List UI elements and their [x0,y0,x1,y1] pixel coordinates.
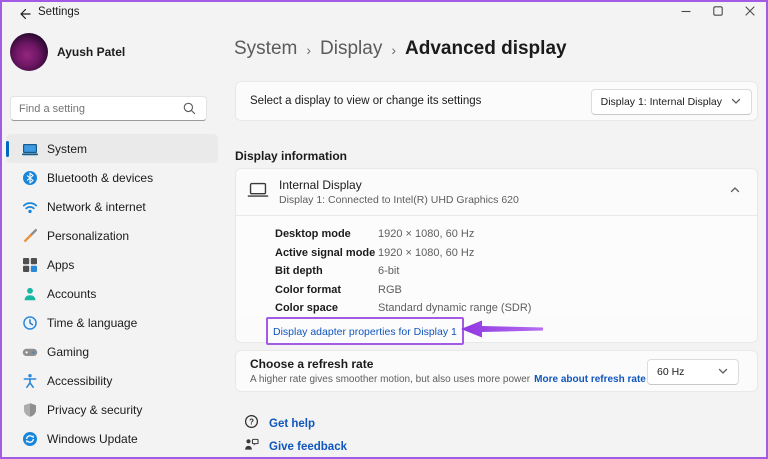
detail-row-color-format: Color format RGB [275,283,402,296]
breadcrumb-separator: › [306,42,312,58]
get-help-link[interactable]: Get help [269,418,316,430]
breadcrumb-separator: › [391,42,397,58]
feedback-icon [244,437,259,457]
help-icon: ? [244,414,259,434]
give-feedback-link[interactable]: Give feedback [269,441,347,453]
display-details: Desktop mode 1920 × 1080, 60 Hz Active s… [236,216,757,318]
sidebar-item-apps[interactable]: Apps [6,250,218,279]
minimize-icon [679,4,693,23]
breadcrumb-display[interactable]: Display [320,38,383,59]
sidebar-item-system[interactable]: System [6,134,218,163]
time-icon [22,315,38,331]
back-button[interactable] [14,5,34,23]
accounts-icon [22,286,38,302]
back-arrow-icon [16,6,32,22]
display-select-dropdown[interactable]: Display 1: Internal Display [590,89,752,115]
sidebar-item-accessibility[interactable]: Accessibility [6,366,218,395]
annotation-highlight-box: Display adapter properties for Display 1 [266,317,464,345]
bluetooth-icon [22,170,38,186]
annotation-arrow-icon [461,318,546,345]
maximize-button[interactable] [702,2,734,24]
page-title: Advanced display [405,38,567,59]
refresh-rate-value: 60 Hz [657,366,685,378]
personalization-icon [22,228,38,244]
refresh-rate-card: Choose a refresh rate A higher rate give… [235,350,758,392]
sidebar-item-gaming[interactable]: Gaming [6,337,218,366]
privacy-shield-icon [22,402,38,418]
sidebar-item-bluetooth-devices[interactable]: Bluetooth & devices [6,163,218,192]
sidebar-item-label: Accessibility [47,373,113,388]
detail-row-active-signal-mode: Active signal mode 1920 × 1080, 60 Hz [275,246,475,259]
display-adapter-properties-link[interactable]: Display adapter properties for Display 1 [273,326,457,338]
sidebar-item-label: Personalization [47,228,130,243]
sidebar-item-time-language[interactable]: Time & language [6,308,218,337]
display-description: Display 1: Connected to Intel(R) UHD Gra… [279,194,519,206]
detail-row-color-space: Color space Standard dynamic range (SDR) [275,302,532,315]
chevron-down-icon [730,95,742,110]
chevron-up-icon[interactable] [729,183,741,201]
select-display-label: Select a display to view or change its s… [250,95,482,107]
close-icon [743,4,757,23]
display-information-card: Internal Display Display 1: Connected to… [235,168,758,345]
display-select-value: Display 1: Internal Display [600,96,722,108]
monitor-icon [247,182,269,203]
refresh-rate-description: A higher rate gives smoother motion, but… [250,374,646,385]
display-name: Internal Display [279,178,362,192]
get-help-row: ? Get help [244,414,315,434]
maximize-icon [711,4,725,23]
search-box[interactable] [10,96,207,121]
sidebar-item-accounts[interactable]: Accounts [6,279,218,308]
detail-row-desktop-mode: Desktop mode 1920 × 1080, 60 Hz [275,228,475,241]
minimize-button[interactable] [670,2,702,24]
update-icon [22,431,38,447]
sidebar-item-label: Bluetooth & devices [47,170,154,185]
refresh-rate-dropdown[interactable]: 60 Hz [647,359,739,385]
sidebar-item-label: Windows Update [47,431,138,446]
sidebar-item-label: Network & internet [47,199,146,214]
gaming-icon [22,344,38,360]
breadcrumb: System › Display › Advanced display [234,38,567,60]
sidebar-item-label: Gaming [47,344,90,359]
chevron-down-icon [717,365,729,380]
internal-display-expander[interactable]: Internal Display Display 1: Connected to… [236,169,757,216]
app-title: Settings [38,6,80,18]
more-about-refresh-rate-link[interactable]: More about refresh rate [534,374,646,385]
system-icon [22,141,38,157]
sidebar-item-label: Apps [47,257,75,272]
sidebar-nav: System Bluetooth & devices Network & int… [6,134,218,453]
sidebar-item-label: System [47,141,88,156]
accessibility-icon [22,373,38,389]
search-input[interactable] [19,102,182,115]
sidebar-item-network-internet[interactable]: Network & internet [6,192,218,221]
sidebar-item-privacy-security[interactable]: Privacy & security [6,395,218,424]
apps-icon [22,257,38,273]
detail-row-bit-depth: Bit depth 6-bit [275,265,400,278]
display-information-heading: Display information [235,149,348,163]
avatar[interactable] [10,33,48,71]
sidebar-item-windows-update[interactable]: Windows Update [6,424,218,453]
title-bar: Settings [2,2,766,26]
search-icon [182,101,198,117]
svg-text:?: ? [249,418,254,427]
refresh-rate-title: Choose a refresh rate [250,357,374,371]
user-name: Ayush Patel [57,45,126,59]
close-button[interactable] [734,2,766,24]
network-icon [22,199,38,215]
give-feedback-row: Give feedback [244,437,347,457]
window-controls [670,2,766,24]
sidebar-item-label: Accounts [47,286,97,301]
sidebar-item-label: Time & language [47,315,138,330]
sidebar-item-personalization[interactable]: Personalization [6,221,218,250]
breadcrumb-system[interactable]: System [234,38,298,59]
sidebar-item-label: Privacy & security [47,402,143,417]
